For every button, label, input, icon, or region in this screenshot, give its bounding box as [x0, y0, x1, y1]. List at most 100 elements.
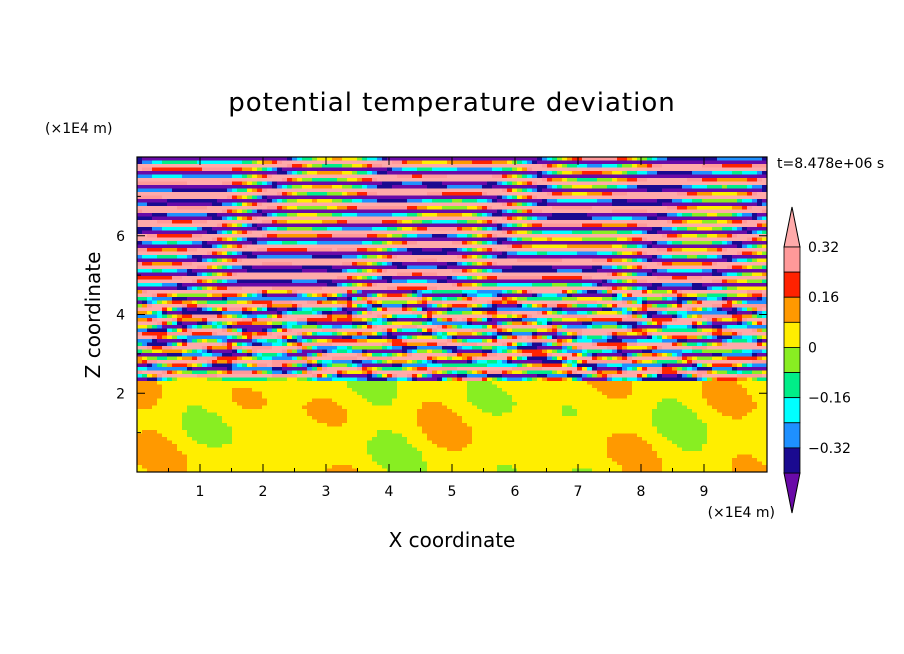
- field-cell: [362, 223, 368, 228]
- field-cell: [567, 199, 573, 203]
- field-cell: [202, 241, 208, 245]
- field-cell: [327, 237, 333, 242]
- field-cell: [222, 269, 228, 273]
- field-cell: [402, 272, 408, 277]
- field-cell: [627, 209, 633, 214]
- field-cell: [197, 279, 203, 284]
- field-cell: [397, 286, 403, 291]
- field-cell: [272, 234, 278, 238]
- field-cell: [537, 279, 543, 284]
- field-cell: [737, 241, 743, 245]
- field-cell: [417, 192, 423, 196]
- field-cell: [572, 213, 578, 217]
- field-cell: [147, 290, 153, 294]
- field-cell: [297, 167, 303, 172]
- field-cell: [647, 265, 653, 270]
- field-cell: [442, 255, 448, 259]
- field-cell: [232, 181, 238, 186]
- field-cell: [762, 174, 767, 179]
- field-cell: [662, 279, 668, 284]
- field-cell: [737, 181, 743, 186]
- field-cell: [517, 164, 523, 168]
- field-cell: [432, 195, 438, 200]
- field-cell: [692, 234, 698, 238]
- field-cell: [257, 160, 263, 165]
- field-cell: [637, 171, 643, 175]
- field-cell: [387, 255, 393, 259]
- field-cell: [577, 269, 583, 273]
- field-cell: [147, 178, 153, 182]
- field-cell: [567, 167, 573, 172]
- field-cell: [392, 293, 398, 298]
- field-cell: [242, 160, 248, 165]
- field-cell: [357, 251, 363, 256]
- field-cell: [352, 293, 358, 298]
- field-cell: [192, 237, 198, 242]
- field-cell: [522, 188, 528, 193]
- field-cell: [307, 269, 313, 273]
- field-cell: [527, 234, 533, 238]
- field-cell: [632, 171, 638, 175]
- field-cell: [352, 283, 358, 287]
- field-cell: [137, 181, 143, 186]
- field-cell: [327, 262, 333, 266]
- field-cell: [587, 262, 593, 266]
- field-cell: [717, 213, 723, 217]
- field-cell: [272, 248, 278, 252]
- field-cell: [527, 213, 533, 217]
- field-cell: [292, 192, 298, 196]
- field-cell: [397, 244, 403, 249]
- field-cell: [227, 160, 233, 165]
- field-cell: [262, 286, 268, 291]
- field-cell: [312, 206, 318, 210]
- field-cell: [142, 258, 148, 263]
- field-cell: [192, 181, 198, 186]
- field-cell: [427, 286, 433, 291]
- field-cell: [432, 216, 438, 221]
- field-cell: [572, 178, 578, 182]
- field-cell: [197, 174, 203, 179]
- field-cell: [712, 181, 718, 186]
- field-cell: [662, 185, 668, 189]
- field-cell: [317, 269, 323, 273]
- field-cell: [752, 244, 758, 249]
- field-cell: [752, 269, 758, 273]
- field-cell: [177, 272, 183, 277]
- field-cell: [442, 251, 448, 256]
- field-cell: [632, 234, 638, 238]
- field-cell: [637, 195, 643, 200]
- field-cell: [702, 209, 708, 214]
- field-cell: [507, 192, 513, 196]
- field-cell: [252, 174, 258, 179]
- field-cell: [477, 188, 483, 193]
- field-cell: [582, 206, 588, 210]
- field-cell: [467, 237, 473, 242]
- field-cell: [327, 251, 333, 256]
- field-cell: [577, 279, 583, 284]
- field-cell: [462, 248, 468, 252]
- field-cell: [292, 286, 298, 291]
- field-cell: [142, 213, 148, 217]
- field-cell: [492, 244, 498, 249]
- field-cell: [357, 255, 363, 259]
- field-cell: [602, 171, 608, 175]
- field-cell: [212, 164, 218, 168]
- field-cell: [242, 293, 248, 298]
- field-cell: [182, 171, 188, 175]
- field-cell: [662, 206, 668, 210]
- field-cell: [332, 157, 338, 161]
- field-cell: [437, 269, 443, 273]
- field-cell: [537, 188, 543, 193]
- field-cell: [402, 209, 408, 214]
- field-cell: [382, 283, 388, 287]
- field-cell: [137, 185, 143, 189]
- field-cell: [322, 178, 328, 182]
- field-cell: [382, 171, 388, 175]
- field-cell: [472, 286, 478, 291]
- field-cell: [347, 230, 353, 235]
- field-cell: [462, 286, 468, 291]
- field-cell: [287, 171, 293, 175]
- field-cell: [262, 167, 268, 172]
- field-cell: [727, 209, 733, 214]
- field-cell: [292, 209, 298, 214]
